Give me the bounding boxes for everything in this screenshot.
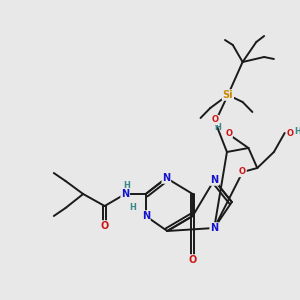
Text: O: O <box>286 128 294 137</box>
Text: N: N <box>162 173 170 183</box>
Text: O: O <box>189 255 197 265</box>
Text: H: H <box>130 203 136 212</box>
Text: N: N <box>121 189 129 199</box>
Text: O: O <box>100 221 109 231</box>
Text: N: N <box>210 223 218 233</box>
Text: O: O <box>239 167 246 176</box>
Text: H: H <box>294 127 300 136</box>
Text: Si: Si <box>223 90 233 100</box>
Text: H: H <box>215 124 222 133</box>
Text: H: H <box>123 181 130 190</box>
Text: N: N <box>210 175 218 185</box>
Text: O: O <box>212 116 219 124</box>
Text: O: O <box>225 128 233 137</box>
Text: N: N <box>142 211 150 221</box>
